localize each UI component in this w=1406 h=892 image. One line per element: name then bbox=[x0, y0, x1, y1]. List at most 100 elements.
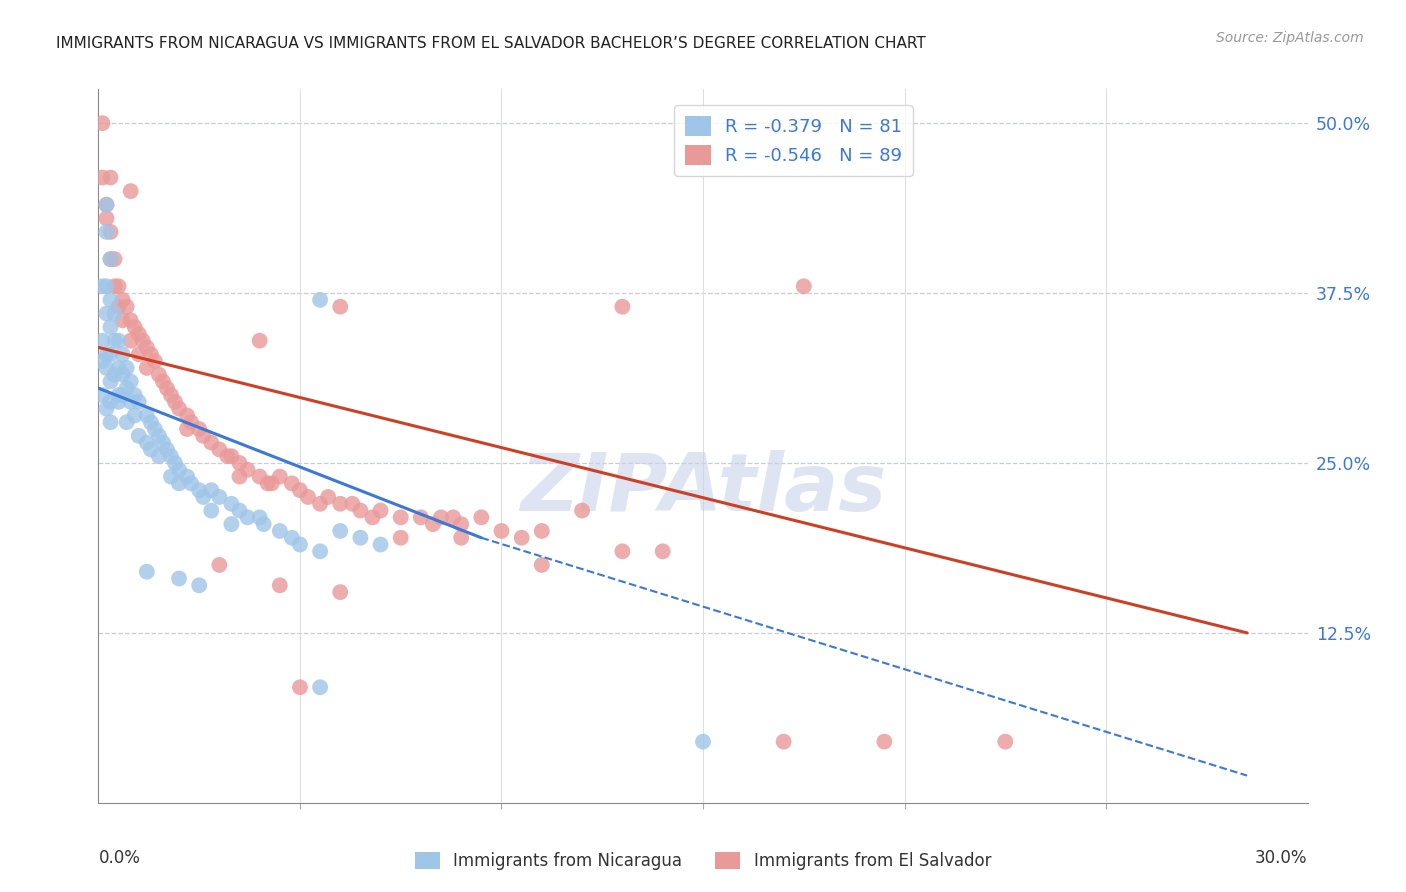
Text: 0.0%: 0.0% bbox=[98, 849, 141, 867]
Point bbox=[163, 456, 186, 470]
Point bbox=[96, 401, 118, 416]
Point bbox=[309, 497, 332, 511]
Point bbox=[135, 360, 157, 375]
Point bbox=[96, 306, 118, 320]
Point bbox=[221, 449, 243, 463]
Point bbox=[115, 381, 138, 395]
Point bbox=[135, 409, 157, 423]
Point bbox=[100, 170, 122, 185]
Point bbox=[288, 537, 311, 551]
Point bbox=[107, 300, 129, 314]
Point bbox=[160, 388, 183, 402]
Point bbox=[160, 469, 183, 483]
Point bbox=[200, 483, 222, 498]
Point bbox=[208, 442, 231, 457]
Point bbox=[281, 531, 304, 545]
Point bbox=[176, 469, 198, 483]
Point bbox=[249, 334, 271, 348]
Point bbox=[148, 429, 170, 443]
Point bbox=[115, 300, 138, 314]
Point bbox=[96, 198, 118, 212]
Point bbox=[530, 524, 553, 538]
Point bbox=[329, 524, 352, 538]
Point bbox=[571, 503, 593, 517]
Point bbox=[91, 116, 114, 130]
Point bbox=[107, 279, 129, 293]
Point bbox=[297, 490, 319, 504]
Point bbox=[269, 469, 291, 483]
Point bbox=[96, 211, 118, 226]
Point bbox=[612, 300, 634, 314]
Legend: R = -0.379   N = 81, R = -0.546   N = 89: R = -0.379 N = 81, R = -0.546 N = 89 bbox=[675, 105, 912, 176]
Point bbox=[100, 252, 122, 266]
Point bbox=[316, 490, 339, 504]
Point bbox=[228, 469, 250, 483]
Point bbox=[107, 388, 129, 402]
Point bbox=[167, 463, 190, 477]
Point bbox=[530, 558, 553, 572]
Point bbox=[249, 510, 271, 524]
Point bbox=[221, 497, 243, 511]
Point bbox=[873, 734, 896, 748]
Point bbox=[107, 360, 129, 375]
Point bbox=[156, 442, 179, 457]
Point bbox=[221, 517, 243, 532]
Point bbox=[111, 388, 134, 402]
Point bbox=[91, 170, 114, 185]
Point bbox=[152, 435, 174, 450]
Point bbox=[651, 544, 673, 558]
Point bbox=[422, 517, 444, 532]
Point bbox=[370, 503, 392, 517]
Point bbox=[994, 734, 1017, 748]
Point bbox=[115, 360, 138, 375]
Point bbox=[692, 734, 714, 748]
Point bbox=[180, 476, 202, 491]
Point bbox=[450, 517, 472, 532]
Point bbox=[115, 415, 138, 429]
Point bbox=[96, 360, 118, 375]
Point bbox=[100, 320, 122, 334]
Point bbox=[135, 341, 157, 355]
Point bbox=[208, 490, 231, 504]
Point bbox=[100, 347, 122, 361]
Point bbox=[124, 409, 146, 423]
Point bbox=[361, 510, 384, 524]
Text: 30.0%: 30.0% bbox=[1256, 849, 1308, 867]
Point bbox=[103, 279, 125, 293]
Point bbox=[96, 198, 118, 212]
Point bbox=[260, 476, 283, 491]
Point bbox=[441, 510, 464, 524]
Point bbox=[135, 435, 157, 450]
Point bbox=[91, 388, 114, 402]
Point bbox=[100, 293, 122, 307]
Point bbox=[793, 279, 815, 293]
Point bbox=[342, 497, 364, 511]
Point bbox=[193, 490, 215, 504]
Point bbox=[128, 394, 150, 409]
Point bbox=[124, 320, 146, 334]
Point bbox=[269, 578, 291, 592]
Point bbox=[309, 680, 332, 694]
Point bbox=[269, 524, 291, 538]
Point bbox=[91, 279, 114, 293]
Point bbox=[100, 252, 122, 266]
Point bbox=[96, 279, 118, 293]
Point bbox=[249, 469, 271, 483]
Point bbox=[128, 347, 150, 361]
Point bbox=[120, 334, 142, 348]
Point bbox=[450, 531, 472, 545]
Point bbox=[349, 531, 371, 545]
Point bbox=[107, 394, 129, 409]
Point bbox=[256, 476, 278, 491]
Point bbox=[111, 313, 134, 327]
Point bbox=[389, 531, 412, 545]
Point bbox=[100, 375, 122, 389]
Point bbox=[329, 300, 352, 314]
Point bbox=[188, 483, 211, 498]
Point bbox=[100, 225, 122, 239]
Point bbox=[148, 368, 170, 382]
Point bbox=[236, 510, 259, 524]
Point bbox=[103, 334, 125, 348]
Point bbox=[111, 347, 134, 361]
Legend: Immigrants from Nicaragua, Immigrants from El Salvador: Immigrants from Nicaragua, Immigrants fr… bbox=[408, 845, 998, 877]
